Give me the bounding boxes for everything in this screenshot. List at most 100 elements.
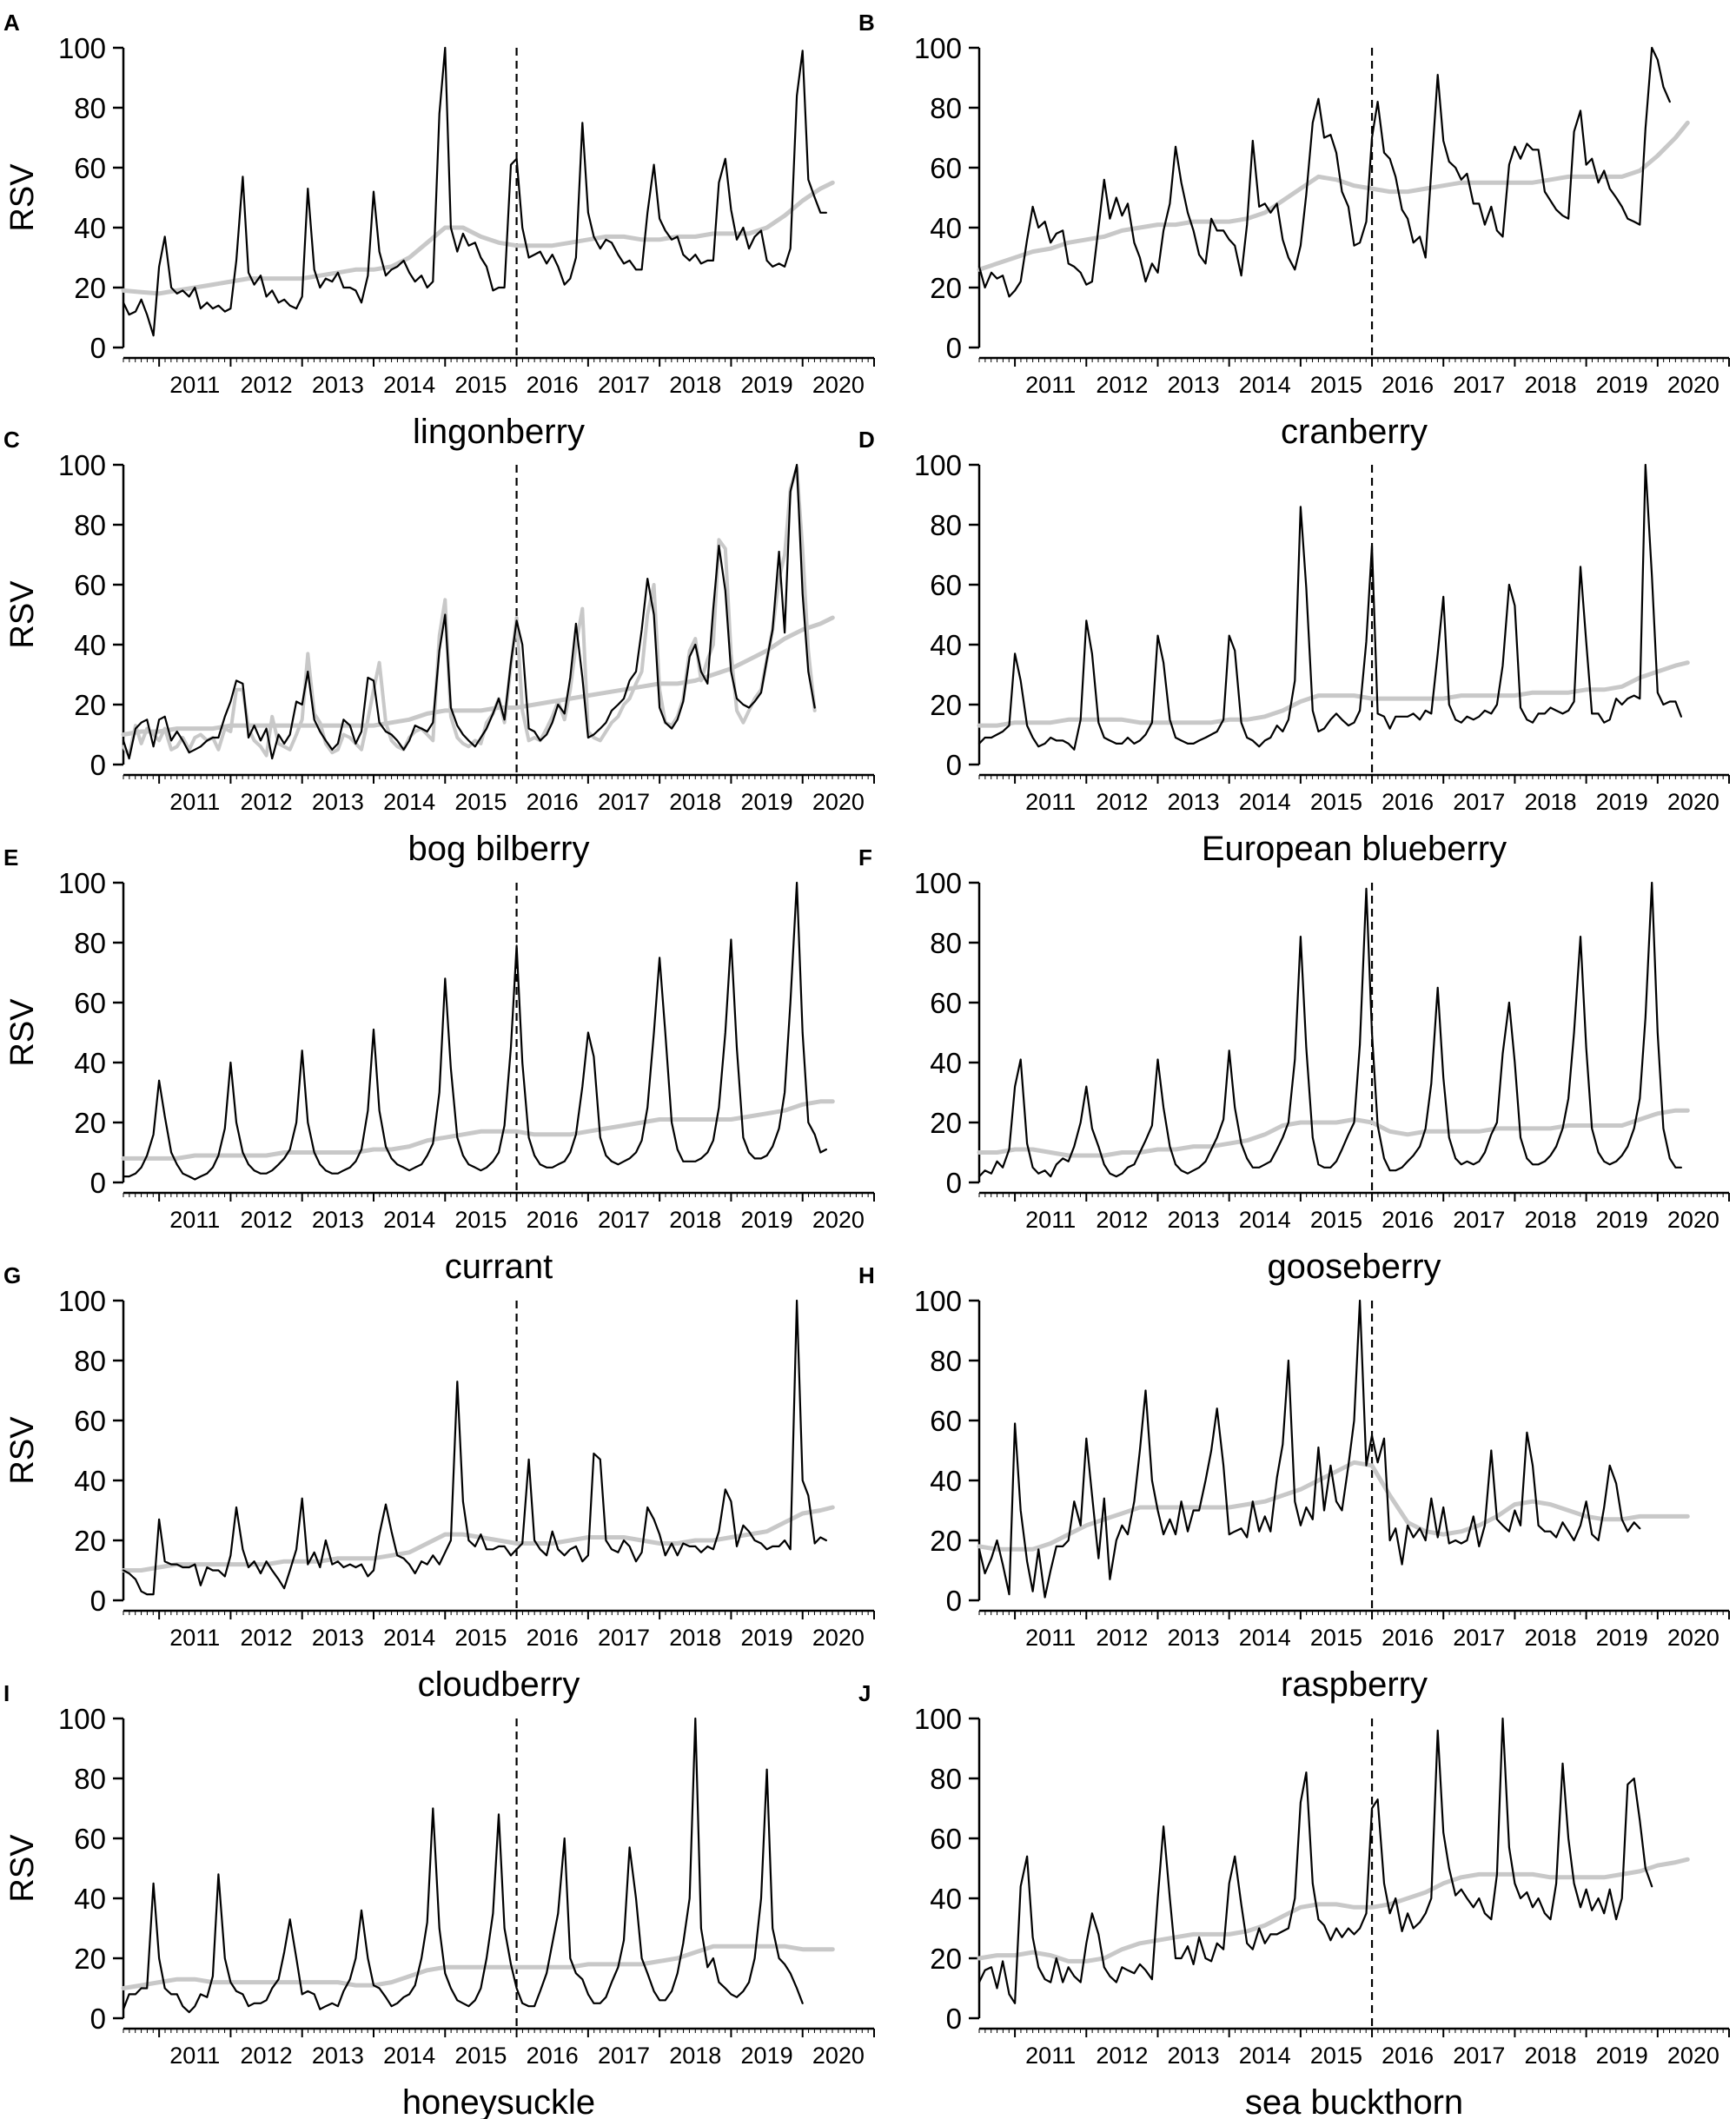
x-axis-title: European blueberry (1202, 830, 1507, 868)
y-tick-label: 80 (74, 1345, 106, 1377)
x-tick-label: 2011 (169, 789, 220, 815)
x-tick-label: 2012 (1096, 372, 1148, 398)
y-axis-label: RSV (4, 1834, 41, 1903)
y-tick-label: 60 (930, 1823, 962, 1855)
y-tick-label: 60 (930, 1405, 962, 1437)
y-tick-label: 20 (74, 1525, 106, 1557)
x-tick-label: 2016 (527, 1207, 579, 1233)
x-tick-label: 2015 (1310, 372, 1362, 398)
y-tick-label: 100 (914, 1285, 962, 1317)
x-tick-label: 2011 (169, 1625, 220, 1651)
panel-letter: B (858, 10, 875, 36)
data-line (977, 463, 1682, 751)
x-axis-title: cloudberry (418, 1665, 580, 1704)
panel-d: D 0 20 40 60 80 100 2011 2012 2013 2014 2015 2016 201… (858, 427, 1730, 868)
x-tick-label: 2018 (669, 789, 721, 815)
y-tick-label: 40 (930, 629, 962, 661)
y-tick-label: 20 (74, 1107, 106, 1139)
x-tick-label: 2011 (1025, 789, 1076, 815)
x-tick-label: 2017 (1453, 789, 1505, 815)
x-tick-label: 2013 (312, 789, 364, 815)
x-tick-label: 2020 (1667, 1207, 1719, 1233)
y-tick-label: 100 (58, 32, 106, 64)
data-line (977, 46, 1671, 298)
y-tick-label: 40 (74, 1465, 106, 1497)
y-tick-label: 40 (74, 1047, 106, 1079)
x-tick-label: 2014 (1239, 1625, 1291, 1651)
y-tick-label: 80 (74, 927, 106, 959)
data-line (977, 881, 1682, 1178)
y-tick-label: 80 (930, 92, 962, 124)
x-tick-label: 2012 (241, 372, 293, 398)
x-tick-label: 2013 (312, 372, 364, 398)
x-tick-label: 2020 (812, 372, 865, 398)
x-tick-label: 2019 (741, 372, 793, 398)
x-tick-label: 2018 (1524, 372, 1576, 398)
x-axis-title: honeysuckle (402, 2083, 595, 2119)
x-tick-label: 2019 (1596, 1625, 1648, 1651)
x-tick-label: 2019 (1596, 2043, 1648, 2069)
panel-j: J 0 20 40 60 80 100 2011 2012 2013 2014 2015 2016 201… (858, 1680, 1730, 2119)
panel-e: E 0 20 40 60 80 100 2011 2012 2013 2014 2015 2016 201… (3, 844, 875, 1286)
y-tick-label: 80 (74, 1763, 106, 1795)
x-tick-label: 2014 (1239, 372, 1291, 398)
y-tick-label: 40 (930, 1465, 962, 1497)
data-line (122, 1717, 804, 2014)
x-tick-label: 2017 (1453, 372, 1505, 398)
x-tick-label: 2018 (669, 372, 721, 398)
trend-line (121, 180, 835, 296)
trend-line (121, 615, 835, 737)
data-line (977, 1299, 1641, 1599)
x-axis-title: gooseberry (1267, 1248, 1441, 1286)
x-tick-label: 2012 (1096, 2043, 1148, 2069)
x-tick-label: 2019 (741, 2043, 793, 2069)
trend-line (977, 1857, 1690, 1963)
y-tick-label: 20 (930, 1525, 962, 1557)
x-tick-label: 2012 (241, 1625, 293, 1651)
y-tick-label: 100 (914, 867, 962, 899)
x-tick-label: 2019 (1596, 1207, 1648, 1233)
x-tick-label: 2015 (454, 1625, 507, 1651)
y-tick-label: 20 (74, 1943, 106, 1975)
x-tick-label: 2013 (312, 2043, 364, 2069)
x-tick-label: 2011 (1025, 2043, 1076, 2069)
panel-i: I 0 20 40 60 80 100 2011 2012 2013 2014 2015 2016 201… (3, 1680, 875, 2119)
x-tick-label: 2014 (1239, 1207, 1291, 1233)
x-tick-label: 2018 (669, 2043, 721, 2069)
x-tick-label: 2011 (169, 1207, 220, 1233)
y-tick-label: 60 (74, 987, 106, 1019)
panel-letter: H (858, 1262, 875, 1288)
panel-letter: J (858, 1680, 871, 1706)
panel-letter: F (858, 844, 872, 871)
x-tick-label: 2020 (1667, 789, 1719, 815)
x-tick-label: 2013 (1168, 1207, 1220, 1233)
panel-h: H 0 20 40 60 80 100 2011 2012 2013 2014 2015 2016 201… (858, 1262, 1730, 1704)
panel-letter: G (3, 1262, 21, 1288)
y-tick-label: 60 (74, 1823, 106, 1855)
panel-a: A 0 20 40 60 80 100 2011 2012 2013 2014 2015 2016 201… (3, 10, 875, 451)
x-tick-label: 2012 (1096, 789, 1148, 815)
x-tick-label: 2017 (598, 372, 650, 398)
trend-line (121, 1944, 835, 1990)
y-tick-label: 80 (930, 509, 962, 541)
y-tick-label: 60 (930, 569, 962, 601)
y-tick-label: 20 (930, 272, 962, 304)
x-tick-label: 2014 (383, 1625, 435, 1651)
x-axis-title: currant (445, 1248, 553, 1286)
y-tick-label: 0 (946, 1167, 962, 1199)
x-axis-title: sea buckthorn (1245, 2083, 1463, 2119)
x-axis-title: cranberry (1281, 413, 1428, 451)
y-tick-label: 0 (946, 749, 962, 781)
x-tick-label: 2020 (812, 2043, 865, 2069)
y-tick-label: 100 (914, 1703, 962, 1735)
y-tick-label: 60 (74, 569, 106, 601)
x-tick-label: 2011 (169, 372, 220, 398)
y-tick-label: 100 (914, 32, 962, 64)
x-tick-label: 2017 (1453, 2043, 1505, 2069)
x-tick-label: 2014 (1239, 789, 1291, 815)
x-tick-label: 2016 (527, 789, 579, 815)
y-tick-label: 40 (74, 629, 106, 661)
y-tick-label: 40 (74, 212, 106, 244)
y-tick-label: 0 (90, 1585, 106, 1617)
x-tick-label: 2012 (241, 789, 293, 815)
